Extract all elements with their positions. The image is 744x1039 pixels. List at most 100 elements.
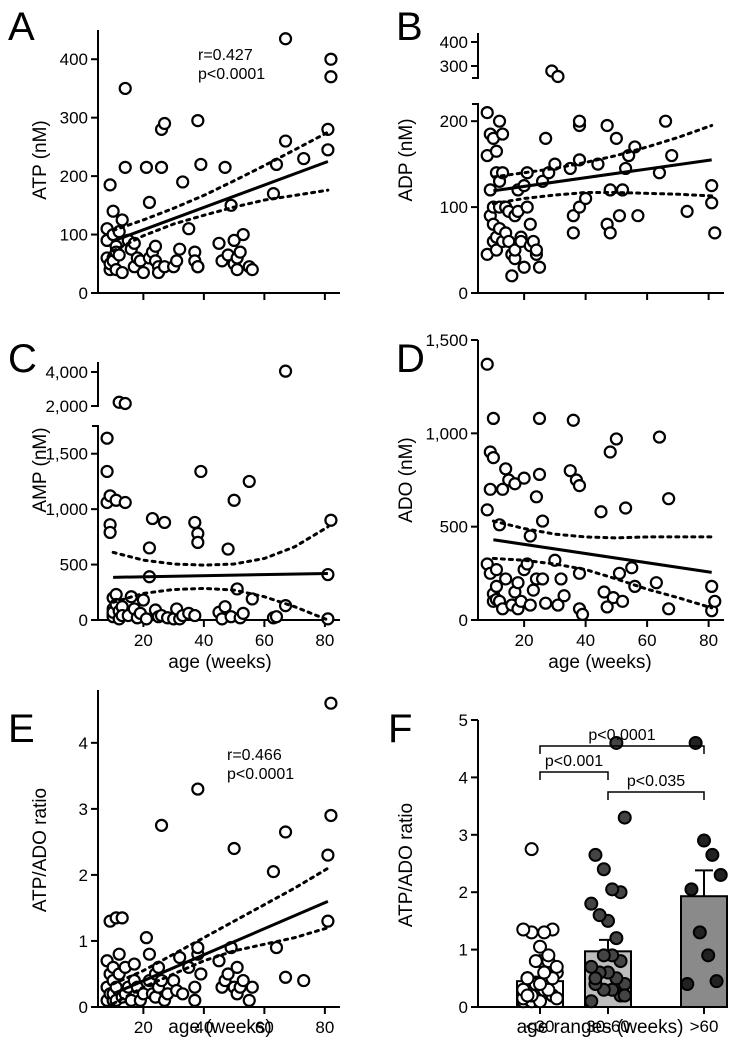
- data-point: [532, 260, 547, 274]
- regression-line: [493, 158, 712, 193]
- data-point: [212, 236, 226, 250]
- data-point: [278, 825, 293, 839]
- data-point: [278, 134, 293, 148]
- data-point: [154, 818, 169, 832]
- y-axis-label: ATP/ADO ratio: [396, 803, 417, 927]
- data-point: [176, 175, 190, 189]
- data-point: [612, 566, 627, 580]
- x-tick-label: 30-60: [586, 1017, 629, 1036]
- data-point: [191, 113, 205, 128]
- data-point: [508, 243, 522, 257]
- data-point: [529, 243, 544, 257]
- data-point: [612, 209, 627, 223]
- data-point: [142, 947, 157, 961]
- data-point: [529, 490, 544, 504]
- data-point: [709, 974, 724, 989]
- data-point: [245, 263, 259, 277]
- data-point: [182, 222, 196, 236]
- x-tick-label: >60: [690, 1017, 719, 1036]
- ci-lower-line: [491, 556, 714, 610]
- ci-upper-line: [111, 525, 330, 567]
- data-point: [486, 411, 500, 425]
- data-point: [596, 948, 611, 963]
- data-point: [592, 908, 607, 923]
- data-point: [537, 925, 552, 940]
- x-axis-label: age ranges (weeks): [517, 1017, 684, 1038]
- y-tick-label: 0: [459, 998, 468, 1017]
- data-point: [278, 598, 293, 613]
- data-point: [170, 254, 184, 268]
- data-point: [549, 959, 564, 974]
- data-point: [609, 131, 623, 145]
- y-tick-label: 2: [459, 883, 468, 902]
- data-point: [516, 922, 531, 937]
- data-point: [532, 411, 547, 425]
- x-tick-label: 60: [255, 631, 274, 650]
- data-point: [697, 833, 711, 848]
- data-point: [535, 514, 550, 528]
- panel-e: E 0 1 2 3 4 20 40 60 80 ATP/ADO ratio age (weeks) r=…: [8, 690, 340, 1038]
- y-axis-label: ATP/ADO ratio: [30, 788, 51, 912]
- data-point: [680, 977, 695, 992]
- x-axis-label: age (weeks): [168, 652, 272, 673]
- data-point: [684, 882, 699, 897]
- y-tick-label: 100: [440, 198, 468, 217]
- data-point: [118, 396, 132, 411]
- y-axis-label: ADO (nM): [396, 437, 417, 523]
- panel-letter: A: [8, 5, 35, 49]
- data-point: [194, 157, 208, 172]
- data-point: [523, 529, 537, 543]
- y-tick-label: 300: [60, 109, 88, 128]
- significance-label: p<0.0001: [588, 727, 655, 744]
- data-point: [533, 939, 547, 954]
- regression-line: [113, 571, 328, 579]
- panel-d: D 0 500 1,000 1,500 20 40 60 80 ADO (nM) age (week…: [396, 331, 724, 673]
- data-point: [617, 988, 632, 1003]
- y-tick-label: 4,000: [45, 363, 88, 382]
- panel-b: B 0 100 200 300 400 ADP (nM): [396, 5, 724, 303]
- data-point: [528, 954, 543, 969]
- y-tick-label: 500: [60, 556, 88, 575]
- data-point: [539, 131, 553, 145]
- data-point: [517, 260, 531, 274]
- data-point: [597, 585, 611, 599]
- data-point: [708, 594, 722, 608]
- data-point: [218, 600, 232, 614]
- y-tick-label: 2: [79, 866, 88, 885]
- data-point: [520, 971, 535, 986]
- y-tick-label: 3: [459, 826, 468, 845]
- data-point: [324, 52, 338, 66]
- data-point: [603, 226, 617, 240]
- regression-line: [112, 899, 329, 996]
- data-point: [688, 735, 703, 750]
- data-point: [188, 993, 202, 1007]
- data-point: [321, 143, 335, 157]
- data-point: [142, 541, 157, 555]
- data-point: [324, 696, 338, 710]
- data-point: [533, 977, 547, 992]
- data-point: [572, 479, 587, 493]
- ci-upper-line: [111, 866, 330, 986]
- ci-lower-line: [111, 926, 330, 1006]
- y-tick-label: 300: [440, 57, 468, 76]
- data-point: [692, 925, 707, 940]
- data-point: [127, 957, 141, 971]
- panel-letter: E: [8, 707, 35, 751]
- data-point: [218, 160, 232, 174]
- data-point: [486, 451, 500, 465]
- panel-c: C 0 500 1,000 1,500 2,000 4,000 20 40 60 80 AMP (nM…: [8, 337, 340, 673]
- data-point: [221, 967, 235, 981]
- data-point: [188, 515, 202, 530]
- significance-label: p<0.035: [627, 773, 685, 790]
- regression-line: [112, 160, 329, 243]
- panel-letter: C: [8, 337, 37, 381]
- data-point: [496, 482, 510, 496]
- data-point: [230, 960, 244, 974]
- y-tick-label: 200: [60, 167, 88, 186]
- stats-annotation: r=0.427: [198, 47, 253, 64]
- data-point: [324, 513, 338, 527]
- data-point: [539, 596, 553, 610]
- data-point: [489, 243, 504, 257]
- y-tick-label: 4: [79, 734, 88, 753]
